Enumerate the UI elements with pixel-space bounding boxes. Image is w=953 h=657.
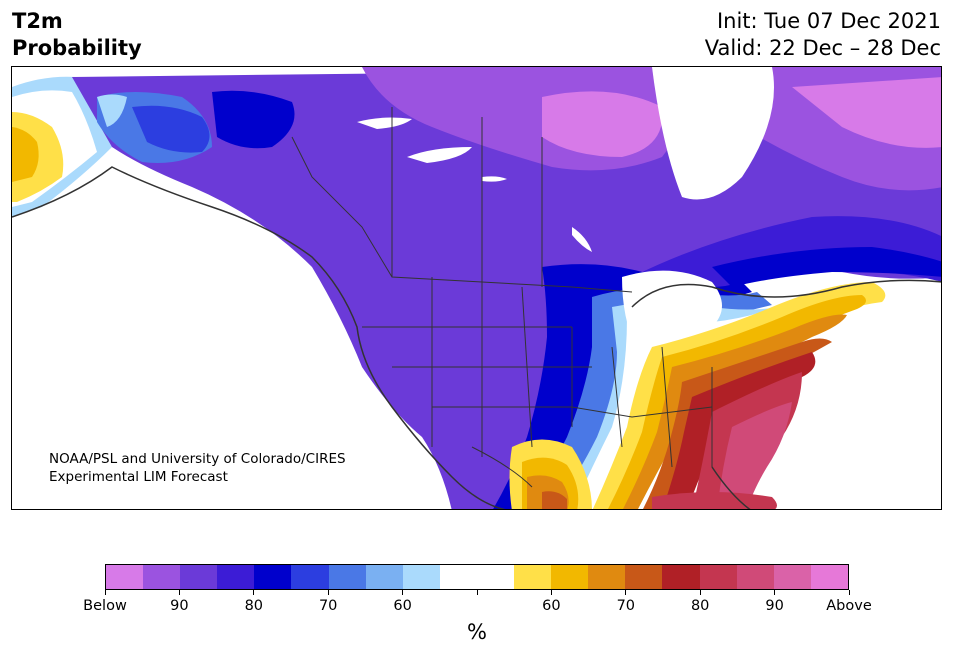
contour-region [132,105,210,153]
coastlines [12,166,941,509]
contour-region [212,90,295,149]
colorbar-tick-label: 90 [170,598,189,614]
colorbar-swatch [476,565,515,589]
colorbar-title: % [467,620,487,644]
contour-region [717,402,792,509]
contour-region [792,77,941,148]
contour-region [542,91,663,157]
colorbar-swatch [514,565,552,589]
valid-range: Valid: 22 Dec – 28 Dec [704,36,941,60]
forecast-dates: Init: Tue 07 Dec 2021 Valid: 22 Dec – 28… [705,8,941,62]
colorbar-tick-label: Above [826,598,872,614]
colorbar-tick-label: 70 [318,598,338,614]
political-boundaries [291,107,713,488]
colorbar-tick [327,590,329,595]
colorbar-swatch [773,565,811,589]
colorbar-tick-label: 80 [244,598,264,614]
colorbar-swatch [625,565,663,589]
colorbar-swatch [551,565,589,589]
colorbar-swatch [143,565,181,589]
colorbar-swatch [439,565,477,589]
colorbar-tick [550,590,552,595]
contour-region [652,492,777,509]
init-date: Init: Tue 07 Dec 2021 [716,9,941,33]
colorbar-swatch [810,565,848,589]
colorbar-tick [402,590,404,595]
title-type: Probability [12,36,142,60]
colorbar-swatch [736,565,774,589]
colorbar-tick [699,590,701,595]
colorbar-tick-label: Below [83,598,127,614]
colorbar-tick-label: 60 [393,598,412,614]
contour-region [572,292,842,509]
colorbar-tick [104,590,106,595]
map-title: T2m Probability [12,8,142,62]
colorbar-tick-label: 70 [616,598,636,614]
lake [407,147,472,163]
colorbar-tick [178,590,180,595]
colorbar-tick [774,590,776,595]
title-variable: T2m [12,9,63,33]
colorbar-swatch [365,565,403,589]
north-america-map [12,67,941,509]
colorbar-tick [848,590,850,595]
lake [572,227,592,252]
colorbar-tick [625,590,627,595]
contour-region [542,491,567,509]
colorbar-swatch [588,565,626,589]
contour-region [662,352,816,509]
greenland [652,67,774,200]
contour-region [97,94,127,127]
colorbar-swatch [699,565,737,589]
colorbar-swatch [254,565,292,589]
contour-region [642,338,832,509]
map-credit: NOAA/PSL and University of Colorado/CIRE… [49,450,346,486]
colorbar-tick-label: 80 [690,598,710,614]
colorbar-swatch [402,565,440,589]
colorbar-tick [476,590,478,595]
colorbar-swatch [180,565,218,589]
lake [482,176,507,182]
lake [357,117,412,129]
colorbar-swatch [106,565,144,589]
probability-map [11,66,942,510]
credit-line-2: Experimental LIM Forecast [49,469,228,485]
contour-region [12,127,39,182]
colorbar-swatch [291,565,329,589]
colorbar-swatch [328,565,366,589]
colorbar [105,564,849,590]
colorbar-tick-label: 60 [542,598,561,614]
colorbar-tick [253,590,255,595]
credit-line-1: NOAA/PSL and University of Colorado/CIRE… [49,451,346,467]
colorbar-tick-label: 90 [765,598,784,614]
contour-region [712,247,941,287]
colorbar-swatch [662,565,700,589]
colorbar-swatch [217,565,255,589]
